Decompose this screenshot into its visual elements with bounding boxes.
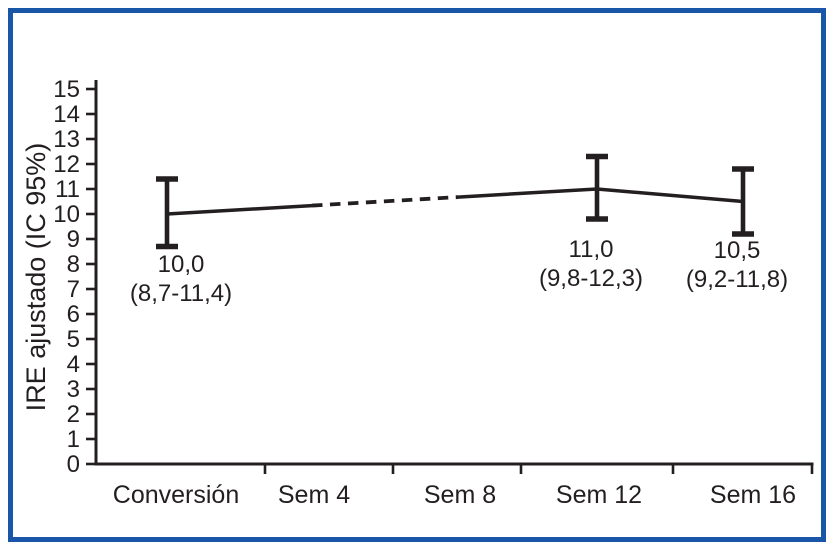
x-axis-category-label: Sem 8 <box>424 481 496 509</box>
x-axis-category-label: Sem 16 <box>710 481 796 509</box>
series-line-solid <box>166 203 313 216</box>
y-axis-tick-label: 12 <box>53 151 80 178</box>
y-axis-tick-label: 7 <box>67 276 80 303</box>
figure-frame <box>8 8 826 542</box>
x-axis-category-label: Conversión <box>113 481 239 509</box>
y-axis-tick-label: 10 <box>53 201 80 228</box>
y-axis-tick-label: 0 <box>67 451 80 478</box>
series-line-solid <box>457 187 744 204</box>
y-axis-tick-label: 6 <box>67 301 80 328</box>
y-axis-tick-label: 8 <box>67 251 80 278</box>
point-ci-label: (8,7-11,4) <box>130 280 232 307</box>
y-axis-tick-label: 9 <box>67 226 80 253</box>
point-ci-label: (9,8-12,3) <box>539 265 643 292</box>
y-axis-tick-label: 11 <box>55 176 80 203</box>
point-value-label: 11,0 <box>569 236 614 263</box>
x-axis-category-label: Sem 4 <box>278 481 350 509</box>
y-axis-tick-label: 3 <box>67 376 80 403</box>
y-axis-tick-label: 14 <box>53 101 80 128</box>
series-line-dashed <box>311 195 459 208</box>
y-axis-title: IRE ajustado (IC 95%) <box>21 143 51 412</box>
point-ci-label: (9,2-11,8) <box>686 266 788 293</box>
y-axis-tick-label: 13 <box>53 126 80 153</box>
y-axis-tick-label: 1 <box>67 426 80 453</box>
y-axis-tick-label: 5 <box>67 326 80 353</box>
x-axis-category-label: Sem 12 <box>556 481 642 509</box>
y-axis-tick-label: 2 <box>67 401 80 428</box>
y-axis-tick-label: 4 <box>67 351 80 378</box>
point-value-label: 10,0 <box>158 251 205 278</box>
point-value-label: 10,5 <box>714 237 761 264</box>
y-axis-tick-label: 15 <box>53 76 80 103</box>
